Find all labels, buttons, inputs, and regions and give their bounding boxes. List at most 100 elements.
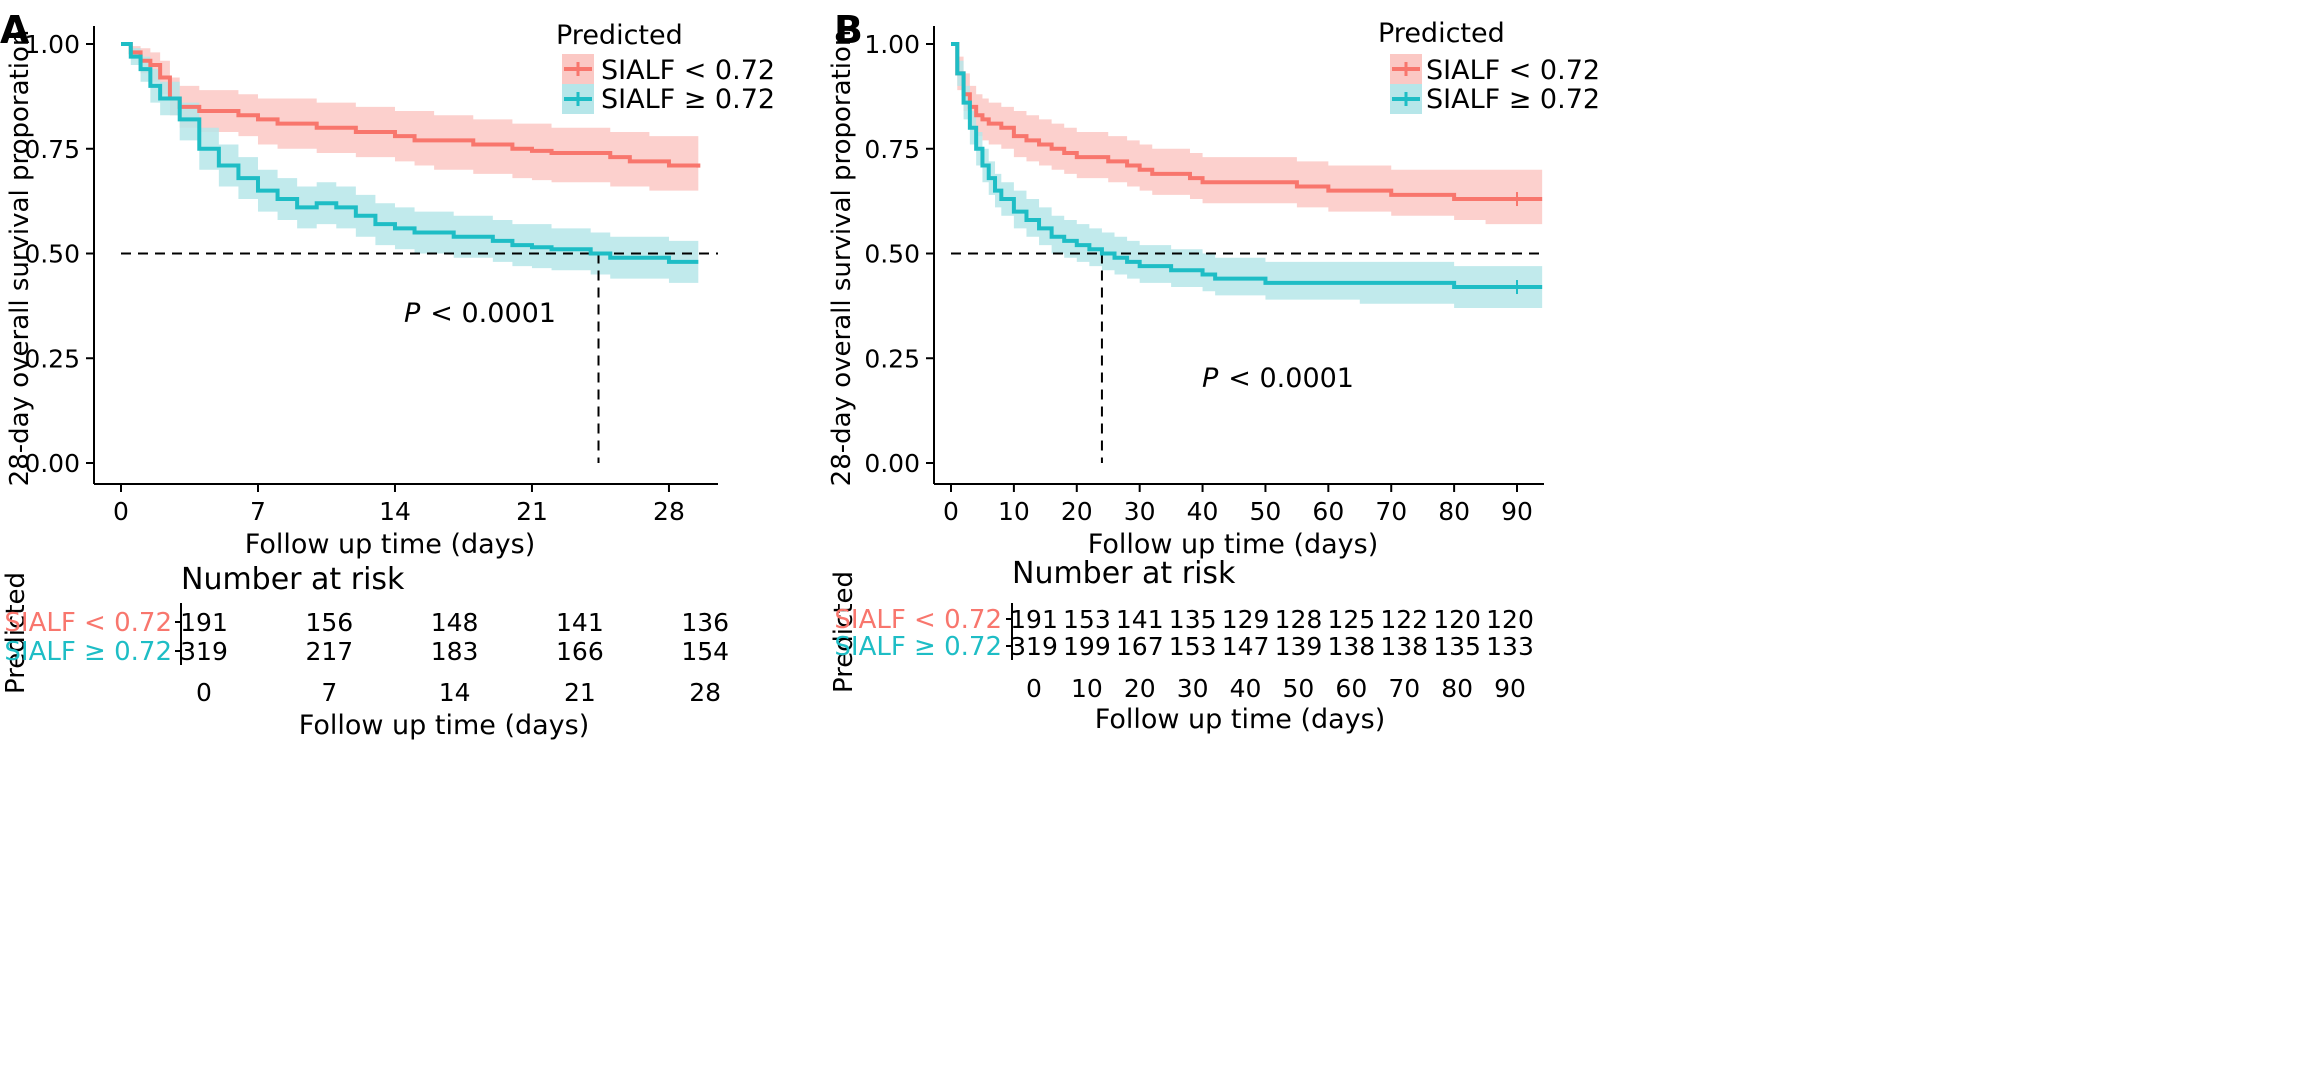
survival-curve-low-a [121,42,701,168]
risk-count-high-a: 183 [431,637,479,666]
risk-time-label-a: 7 [321,678,337,707]
risk-time-label-b: 70 [1388,674,1420,703]
y-tick-label-a: 0.75 [24,135,80,164]
risk-count-high-b: 138 [1327,632,1375,661]
x-axis-label-b: Follow up time (days) [1088,529,1379,560]
risk-group-high-a: SIALF ≥ 0.72 [4,637,172,667]
risk-time-label-a: 28 [689,678,721,707]
risk-count-low-b: 135 [1169,605,1217,634]
ci-band-low-a [121,44,699,193]
legend-label-high-b: SIALF ≥ 0.72 [1426,84,1600,115]
survival-curve-high-b [951,42,1543,290]
legend-label-low-b: SIALF < 0.72 [1426,55,1600,86]
x-tick-label-b: 20 [1061,497,1093,526]
x-tick-label-b: 30 [1124,497,1156,526]
risk-count-high-b: 167 [1116,632,1164,661]
legend-label-low-a: SIALF < 0.72 [601,55,775,86]
risk-group-low-b: SIALF < 0.72 [834,605,1002,635]
ci-band-low-b [951,44,1543,225]
risk-xlabel-a: Follow up time (days) [299,710,590,741]
y-axis-label-b: 28-day overall survival proporation [827,30,857,487]
plot-area-b: 0.00 0.25 0.50 0.75 1.00 0 10 20 30 40 50 60 70 80 90 [864,26,1544,526]
risk-count-high-b: 153 [1169,632,1217,661]
risk-count-low-b: 141 [1116,605,1164,634]
risk-count-high-a: 319 [180,637,228,666]
risk-ylabel-a: Predicted [1,572,31,694]
risk-title-a: Number at risk [181,562,405,597]
y-tick-label-b: 0.75 [864,135,920,164]
y-tick-label-a: 1.00 [24,30,80,59]
y-tick-label-a: 0.50 [24,240,80,269]
x-tick-label-b: 10 [998,497,1030,526]
risk-xlabel-b: Follow up time (days) [1095,704,1386,735]
panel-label-b: B [834,8,863,52]
y-axis-label-a: 28-day overall survival proporation [5,30,35,487]
x-axis-label-a: Follow up time (days) [245,529,536,560]
risk-count-high-b: 319 [1010,632,1058,661]
panel-b: B 28-day overall survival proporation 0.… [827,8,1600,735]
risk-time-label-b: 50 [1283,674,1315,703]
x-tick-label-b: 0 [943,497,959,526]
x-tick-label-b: 50 [1250,497,1282,526]
risk-table-b: 1913190153199101411672013515330129147401… [1006,603,1534,703]
y-tick-label-b: 1.00 [864,30,920,59]
x-tick-label-b: 70 [1375,497,1407,526]
risk-group-high-b: SIALF ≥ 0.72 [834,632,1002,662]
risk-count-low-b: 129 [1222,605,1270,634]
risk-count-low-a: 191 [180,608,228,637]
pvalue-a: P < 0.0001 [404,298,556,329]
risk-ylabel-b: Predicted [829,571,859,693]
legend-title-a: Predicted [556,20,683,51]
legend-title-b: Predicted [1378,18,1505,49]
x-tick-label-a: 0 [113,497,129,526]
risk-time-label-b: 40 [1230,674,1262,703]
x-tick-label-b: 90 [1501,497,1533,526]
risk-title-b: Number at risk [1012,556,1236,591]
risk-count-high-a: 217 [305,637,353,666]
risk-time-label-b: 80 [1441,674,1473,703]
risk-time-label-b: 90 [1494,674,1526,703]
risk-count-low-a: 141 [556,608,604,637]
x-tick-label-b: 80 [1438,497,1470,526]
risk-count-high-b: 135 [1433,632,1481,661]
risk-time-label-a: 0 [196,678,212,707]
risk-count-low-b: 120 [1433,605,1481,634]
risk-time-label-b: 10 [1071,674,1103,703]
x-tick-label-a: 21 [516,497,548,526]
plot-area-a: 0.00 0.25 0.50 0.75 1.00 0 7 14 21 28 [24,26,718,526]
risk-count-high-b: 133 [1486,632,1534,661]
risk-count-low-b: 125 [1327,605,1375,634]
risk-count-low-b: 191 [1010,605,1058,634]
risk-count-high-b: 139 [1275,632,1323,661]
risk-time-label-a: 21 [564,678,596,707]
risk-count-high-a: 154 [681,637,729,666]
risk-count-low-a: 136 [681,608,729,637]
risk-count-low-b: 122 [1380,605,1428,634]
risk-time-label-b: 60 [1335,674,1367,703]
risk-count-high-b: 138 [1380,632,1428,661]
risk-count-low-b: 128 [1275,605,1323,634]
risk-count-low-a: 156 [305,608,353,637]
panel-label-a: A [0,8,30,52]
risk-time-label-a: 14 [439,678,471,707]
x-tick-label-a: 28 [653,497,685,526]
risk-count-low-b: 153 [1063,605,1111,634]
x-tick-label-a: 7 [250,497,266,526]
ci-band-high-b [951,44,1543,308]
survival-curve-low-b [951,42,1543,202]
y-tick-label-b: 0.25 [864,344,920,373]
risk-time-label-b: 20 [1124,674,1156,703]
x-tick-label-a: 14 [379,497,411,526]
risk-group-low-a: SIALF < 0.72 [4,608,172,638]
risk-time-label-b: 0 [1026,674,1042,703]
risk-count-high-b: 199 [1063,632,1111,661]
risk-count-high-b: 147 [1222,632,1270,661]
pvalue-b: P < 0.0001 [1202,363,1354,394]
x-tick-label-b: 40 [1187,497,1219,526]
risk-count-high-a: 166 [556,637,604,666]
panel-a: A 28-day overall survival proporation 0.… [0,8,775,741]
y-tick-label-a: 0.00 [24,449,80,478]
legend-label-high-a: SIALF ≥ 0.72 [601,84,775,115]
